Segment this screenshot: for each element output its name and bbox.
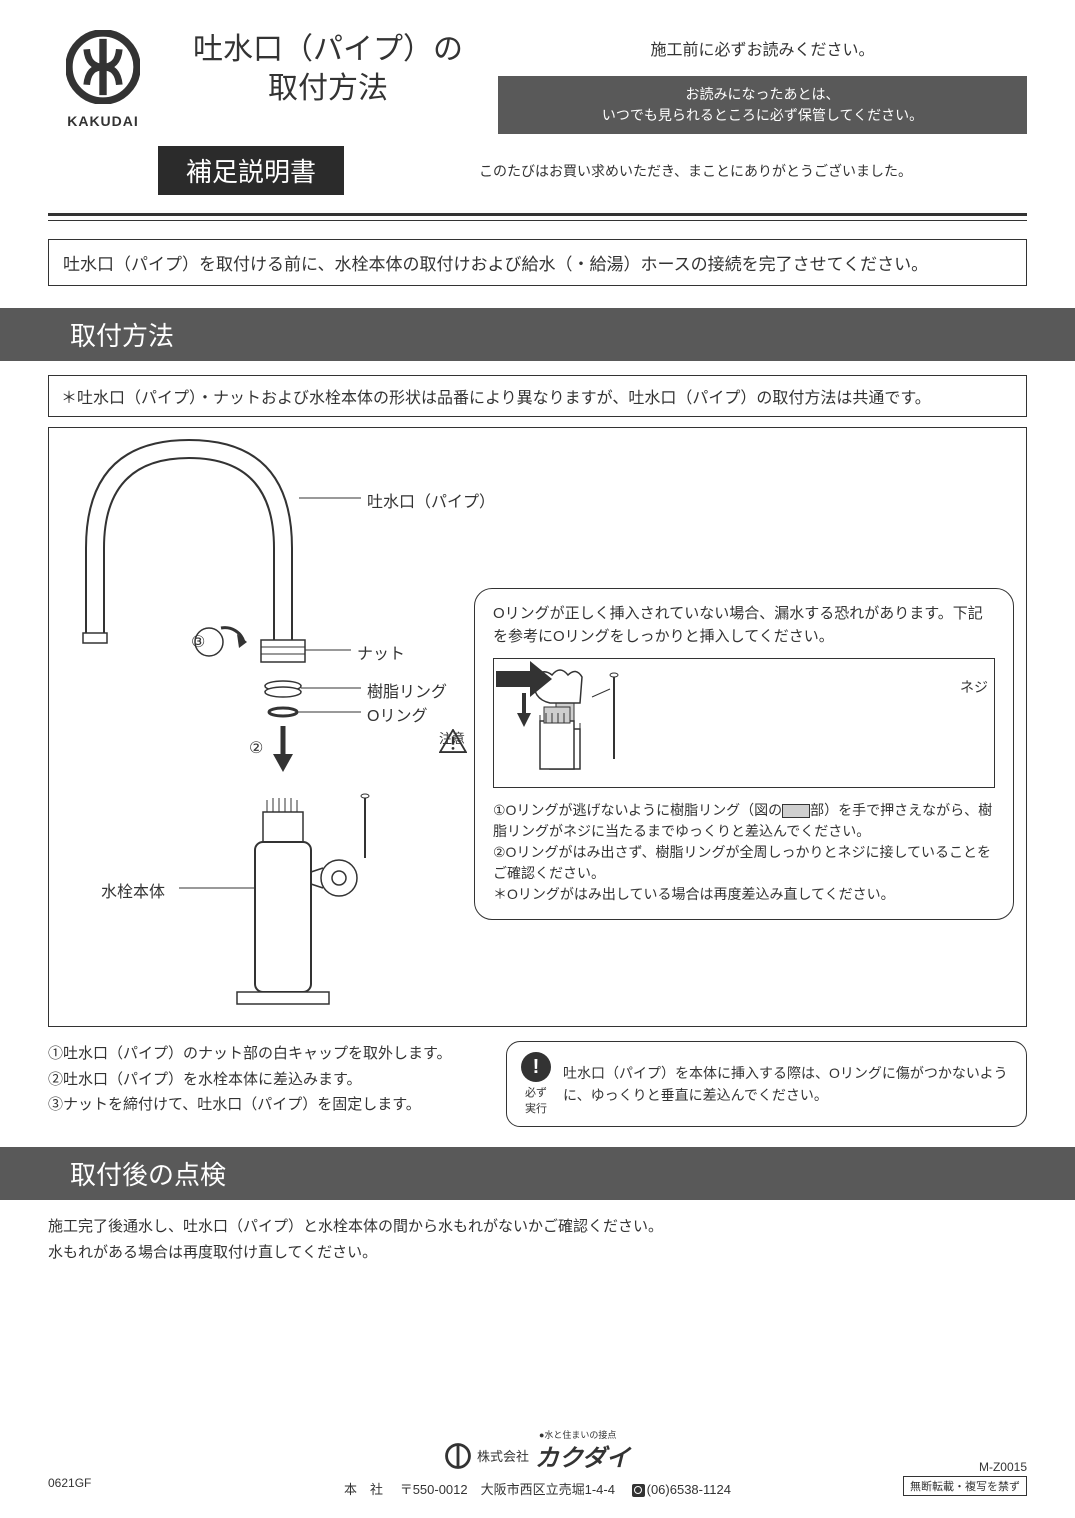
- section2-title-bar: 取付後の点検: [0, 1147, 1075, 1200]
- phone-icon: [632, 1484, 645, 1497]
- label-num2: ②: [249, 738, 263, 758]
- callout-image-area: ネジ: [493, 658, 995, 788]
- section1-title: 取付方法: [22, 316, 1053, 353]
- must-icon-col: ! 必ず実行: [521, 1052, 551, 1116]
- callout-intro: Oリングが正しく挿入されていない場合、漏水する恐れがあります。下記を参考にOリン…: [493, 603, 995, 648]
- diagram-box: 吐水口（パイプ） ③ ナット 樹脂リング Oリング ② 水栓本体 注意 Oリング…: [48, 427, 1027, 1027]
- steps-list: ①吐水口（パイプ）のナット部の白キャップを取外します。 ②吐水口（パイプ）を水栓…: [48, 1041, 488, 1127]
- keep-line2: いつでも見られるところに必ず保管してください。: [508, 105, 1017, 126]
- step2: ②吐水口（パイプ）を水栓本体に差込みます。: [48, 1067, 488, 1093]
- divider-thin: [48, 220, 1027, 221]
- label-oring: Oリング: [367, 702, 427, 726]
- title: 吐水口（パイプ）の 取付方法: [178, 30, 478, 108]
- inserted-result-icon: [494, 659, 654, 779]
- footer-brand: カクダイ: [535, 1445, 630, 1472]
- post-check-text: 施工完了後通水し、吐水口（パイプ）と水栓本体の間から水もれがないかご確認ください…: [48, 1214, 1027, 1265]
- step3: ③ナットを締付けて、吐水口（パイプ）を固定します。: [48, 1092, 488, 1118]
- caution-label: 注意: [439, 729, 465, 749]
- must-text: 吐水口（パイプ）を本体に挿入する際は、Oリングに傷がつかないように、ゆっくりと垂…: [563, 1062, 1012, 1107]
- footer-phone: (06)6538-1124: [647, 1482, 731, 1497]
- footer-company-prefix: 株式会社: [477, 1446, 529, 1465]
- corner-right: M-Z0015 無断転載・複写を禁ず: [903, 1460, 1027, 1496]
- callout-box: 注意 Oリングが正しく挿入されていない場合、漏水する恐れがあります。下記を参考に…: [474, 588, 1014, 920]
- callout-steps: ①Oリングが逃げないように樹脂リング（図の部）を手で押さえながら、樹脂リングがネ…: [493, 800, 995, 905]
- post-check-1: 施工完了後通水し、吐水口（パイプ）と水栓本体の間から水もれがないかご確認ください…: [48, 1214, 1027, 1240]
- step1: ①吐水口（パイプ）のナット部の白キャップを取外します。: [48, 1041, 488, 1067]
- callout-star: ＊Oリングがはみ出している場合は再度差込み直してください。: [493, 884, 995, 905]
- title-line2: 取付方法: [178, 69, 478, 108]
- callout-step2: ②Oリングがはみ出さず、樹脂リングが全周しっかりとネジに接していることをご確認く…: [493, 842, 995, 884]
- header-right: 施工前に必ずお読みください。 お読みになったあとは、 いつでも見られるところに必…: [498, 30, 1027, 134]
- label-screw: ネジ: [960, 677, 988, 698]
- must-label: 必ず実行: [521, 1084, 551, 1116]
- caution-icon: [439, 729, 467, 753]
- code-right: M-Z0015: [903, 1460, 1027, 1474]
- gray-swatch-icon: [782, 804, 810, 818]
- read-before: 施工前に必ずお読みください。: [498, 30, 1027, 66]
- no-copy-box: 無断転載・複写を禁ず: [903, 1476, 1027, 1496]
- kakudai-logo-icon: [66, 30, 140, 104]
- callout-step1: ①Oリングが逃げないように樹脂リング（図の部）を手で押さえながら、樹脂リングがネ…: [493, 800, 995, 842]
- label-resin: 樹脂リング: [367, 678, 447, 702]
- header: KAKUDAI 吐水口（パイプ）の 取付方法 施工前に必ずお読みください。 お読…: [48, 30, 1027, 134]
- divider-thick: [48, 213, 1027, 216]
- post-check-2: 水もれがある場合は再度取付け直してください。: [48, 1240, 1027, 1266]
- label-nut: ナット: [357, 640, 405, 664]
- pre-warning-box: 吐水口（パイプ）を取付ける前に、水栓本体の取付けおよび給水（・給湯）ホースの接続…: [48, 239, 1027, 286]
- supplement-badge: 補足説明書: [158, 146, 344, 195]
- footer-logo-icon: [445, 1443, 471, 1469]
- logo: KAKUDAI: [48, 30, 158, 129]
- footer-address: 〒550-0012 大阪市西区立売堀1-4-4: [400, 1482, 615, 1497]
- keep-line1: お読みになったあとは、: [508, 84, 1017, 105]
- faucet-diagram-icon: [49, 428, 469, 1027]
- must-do-box: ! 必ず実行 吐水口（パイプ）を本体に挿入する際は、Oリングに傷がつかないように…: [506, 1041, 1027, 1127]
- section2-title: 取付後の点検: [22, 1155, 1053, 1192]
- footer-hq: 本 社: [344, 1482, 383, 1497]
- must-do-icon: !: [521, 1052, 551, 1082]
- shape-note: ＊吐水口（パイプ）・ナットおよび水栓本体の形状は品番により異なりますが、吐水口（…: [48, 375, 1027, 417]
- label-spout: 吐水口（パイプ）: [367, 488, 495, 512]
- brand-text: KAKUDAI: [48, 113, 158, 129]
- label-body: 水栓本体: [101, 878, 165, 902]
- sub-header: 補足説明書 このたびはお買い求めいただき、まことにありがとうございました。: [48, 146, 1027, 195]
- label-num3: ③: [191, 632, 205, 652]
- steps-row: ①吐水口（パイプ）のナット部の白キャップを取外します。 ②吐水口（パイプ）を水栓…: [48, 1041, 1027, 1127]
- thanks: このたびはお買い求めいただき、まことにありがとうございました。: [364, 161, 1027, 181]
- keep-box: お読みになったあとは、 いつでも見られるところに必ず保管してください。: [498, 76, 1027, 134]
- footer-tagline: ●水と住まいの接点: [539, 1428, 616, 1441]
- section1-title-bar: 取付方法: [0, 308, 1075, 361]
- code-left: 0621GF: [48, 1476, 91, 1490]
- title-line1: 吐水口（パイプ）の: [178, 30, 478, 69]
